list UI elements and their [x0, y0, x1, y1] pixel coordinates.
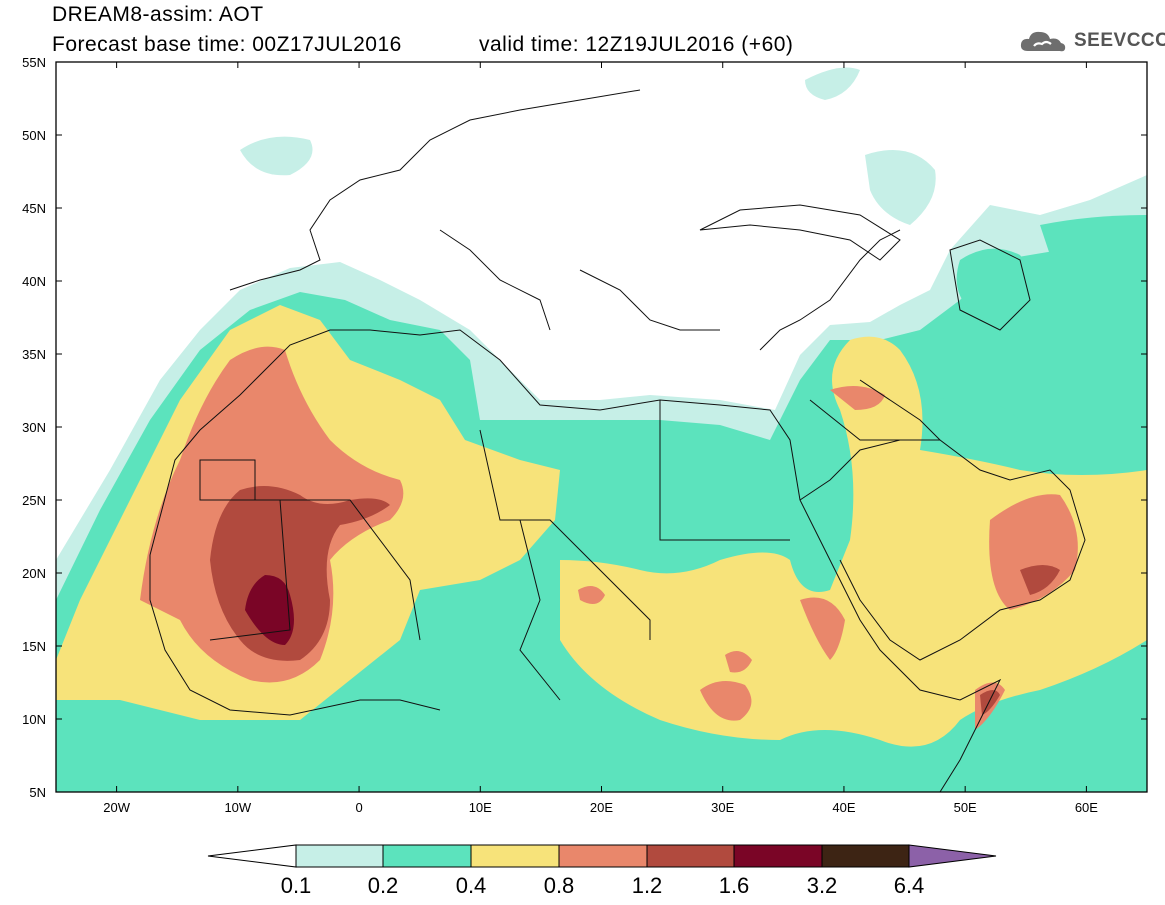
aot-patch-north: [805, 67, 860, 100]
lat-tick-label: 15N: [22, 639, 46, 654]
aot-patch-iran: [930, 397, 1020, 470]
colorbar: 0.1 0.2 0.4 0.8 1.2 1.6 3.2 6.4: [207, 844, 997, 898]
colorbar-upper-triangle: [908, 844, 997, 868]
aot-patch-orange-arabia: [989, 494, 1078, 610]
colorbar-segment: [821, 844, 910, 868]
aot-patch-orange-horn: [800, 597, 845, 660]
lon-tick-label: 50E: [954, 800, 977, 815]
cloud-icon: [1020, 31, 1066, 52]
valid-time-text: valid time: 12Z19JUL2016 (+60): [479, 33, 794, 56]
coastlines: [149, 89, 1086, 792]
colorbar-label: 1.2: [632, 873, 663, 898]
colorbar-label: 0.8: [544, 873, 575, 898]
logo-text: SEEVCCC: [1074, 30, 1165, 51]
lat-tick-label: 40N: [22, 274, 46, 289]
aot-field: [56, 62, 1147, 792]
colorbar-label: 0.1: [281, 873, 312, 898]
base-time-text: Forecast base time: 00Z17JUL2016: [52, 33, 402, 56]
colorbar-label: 0.2: [368, 873, 399, 898]
aot-patch-orange-sudan: [725, 651, 752, 673]
lon-tick-label: 30E: [711, 800, 734, 815]
lat-tick-label: 50N: [22, 128, 46, 143]
forecast-time-line: Forecast base time: 00Z17JUL2016 valid ti…: [52, 33, 793, 56]
colorbar-segment: [470, 844, 560, 868]
aot-band-darkred-west: [245, 575, 294, 645]
lon-tick-label: 0: [355, 800, 362, 815]
lon-tick-label: 10E: [469, 800, 492, 815]
lat-tick-label: 10N: [22, 712, 46, 727]
lat-tick-label: 55N: [22, 55, 46, 70]
lon-tick-label: 20E: [590, 800, 613, 815]
colorbar-segment: [382, 844, 472, 868]
aot-patch-brown-somalia: [980, 690, 1000, 715]
axis-labels: 55N 50N 45N 40N 35N 30N 25N 20N 15N 10N 5N 20W 10W 0 1…: [22, 55, 1147, 815]
aot-patch-caspian: [956, 248, 1034, 320]
lat-tick-label: 20N: [22, 566, 46, 581]
lon-tick-label: 60E: [1075, 800, 1098, 815]
colorbar-label: 1.6: [719, 873, 750, 898]
colorbar-lower-triangle: [207, 844, 297, 868]
aot-patch-orange-chad: [578, 586, 605, 604]
aot-patch-black-sea: [1040, 215, 1147, 255]
map-title: DREAM8-assim: AOT: [52, 3, 264, 26]
aot-band-yellow-east: [560, 336, 1147, 747]
lat-tick-label: 25N: [22, 493, 46, 508]
colorbar-label: 3.2: [807, 873, 838, 898]
lat-tick-label: 5N: [29, 785, 46, 800]
aot-patch-orange-sahel: [700, 681, 752, 721]
lat-tick-label: 35N: [22, 347, 46, 362]
colorbar-label: 6.4: [894, 873, 925, 898]
colorbar-label: 0.4: [456, 873, 487, 898]
aot-patch-orange-iraq: [830, 386, 885, 410]
lon-tick-label: 20W: [103, 800, 130, 815]
aot-patch-west-europe: [240, 136, 313, 176]
colorbar-segment: [646, 844, 735, 868]
seevccc-logo: SEEVCCC: [1018, 26, 1165, 56]
colorbar-segment: [733, 844, 823, 868]
aot-patch-caspian-n: [865, 150, 936, 225]
colorbar-segment: [558, 844, 648, 868]
colorbar-segment: [295, 844, 384, 868]
aot-patch-brown-arabia: [1020, 565, 1060, 595]
lon-tick-label: 40E: [832, 800, 855, 815]
lon-tick-label: 10W: [224, 800, 251, 815]
colorbar-labels: 0.1 0.2 0.4 0.8 1.2 1.6 3.2 6.4: [281, 873, 925, 898]
lat-tick-label: 30N: [22, 420, 46, 435]
lat-tick-label: 45N: [22, 201, 46, 216]
